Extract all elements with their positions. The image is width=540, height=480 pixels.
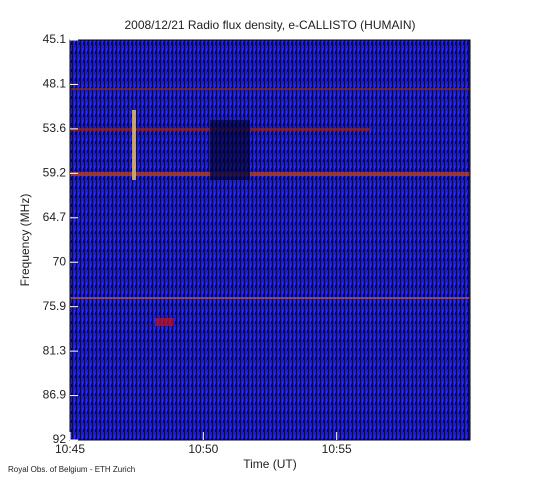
- y-tick-label: 86.9: [43, 388, 67, 402]
- y-tick-label: 81.3: [43, 343, 67, 357]
- y-tick-label: 92: [53, 432, 67, 446]
- x-tick-label: 10:50: [188, 442, 218, 456]
- y-tick-label: 53.6: [43, 121, 67, 135]
- x-tick-label: 10:45: [55, 442, 85, 456]
- y-tick-label: 64.7: [43, 210, 67, 224]
- emission-features: [70, 88, 470, 326]
- footer: Royal Obs. of Belgium - ETH Zurich: [8, 465, 135, 474]
- y-tick-label: 59.2: [43, 166, 67, 180]
- y-tick-label: 70: [53, 254, 67, 268]
- x-axis-label: Time (UT): [243, 457, 297, 471]
- plot-frame: [69, 39, 471, 441]
- x-tick-label: 10:55: [322, 442, 352, 456]
- y-axis-label: Frequency (MHz): [18, 194, 32, 287]
- chart-title: 2008/12/21 Radio flux density, e-CALLIST…: [124, 18, 415, 32]
- y-tick-label: 45.1: [43, 32, 67, 46]
- spectrogram-image: [70, 40, 470, 440]
- y-tick-label: 75.9: [43, 299, 67, 313]
- y-tick-label: 48.1: [43, 77, 67, 91]
